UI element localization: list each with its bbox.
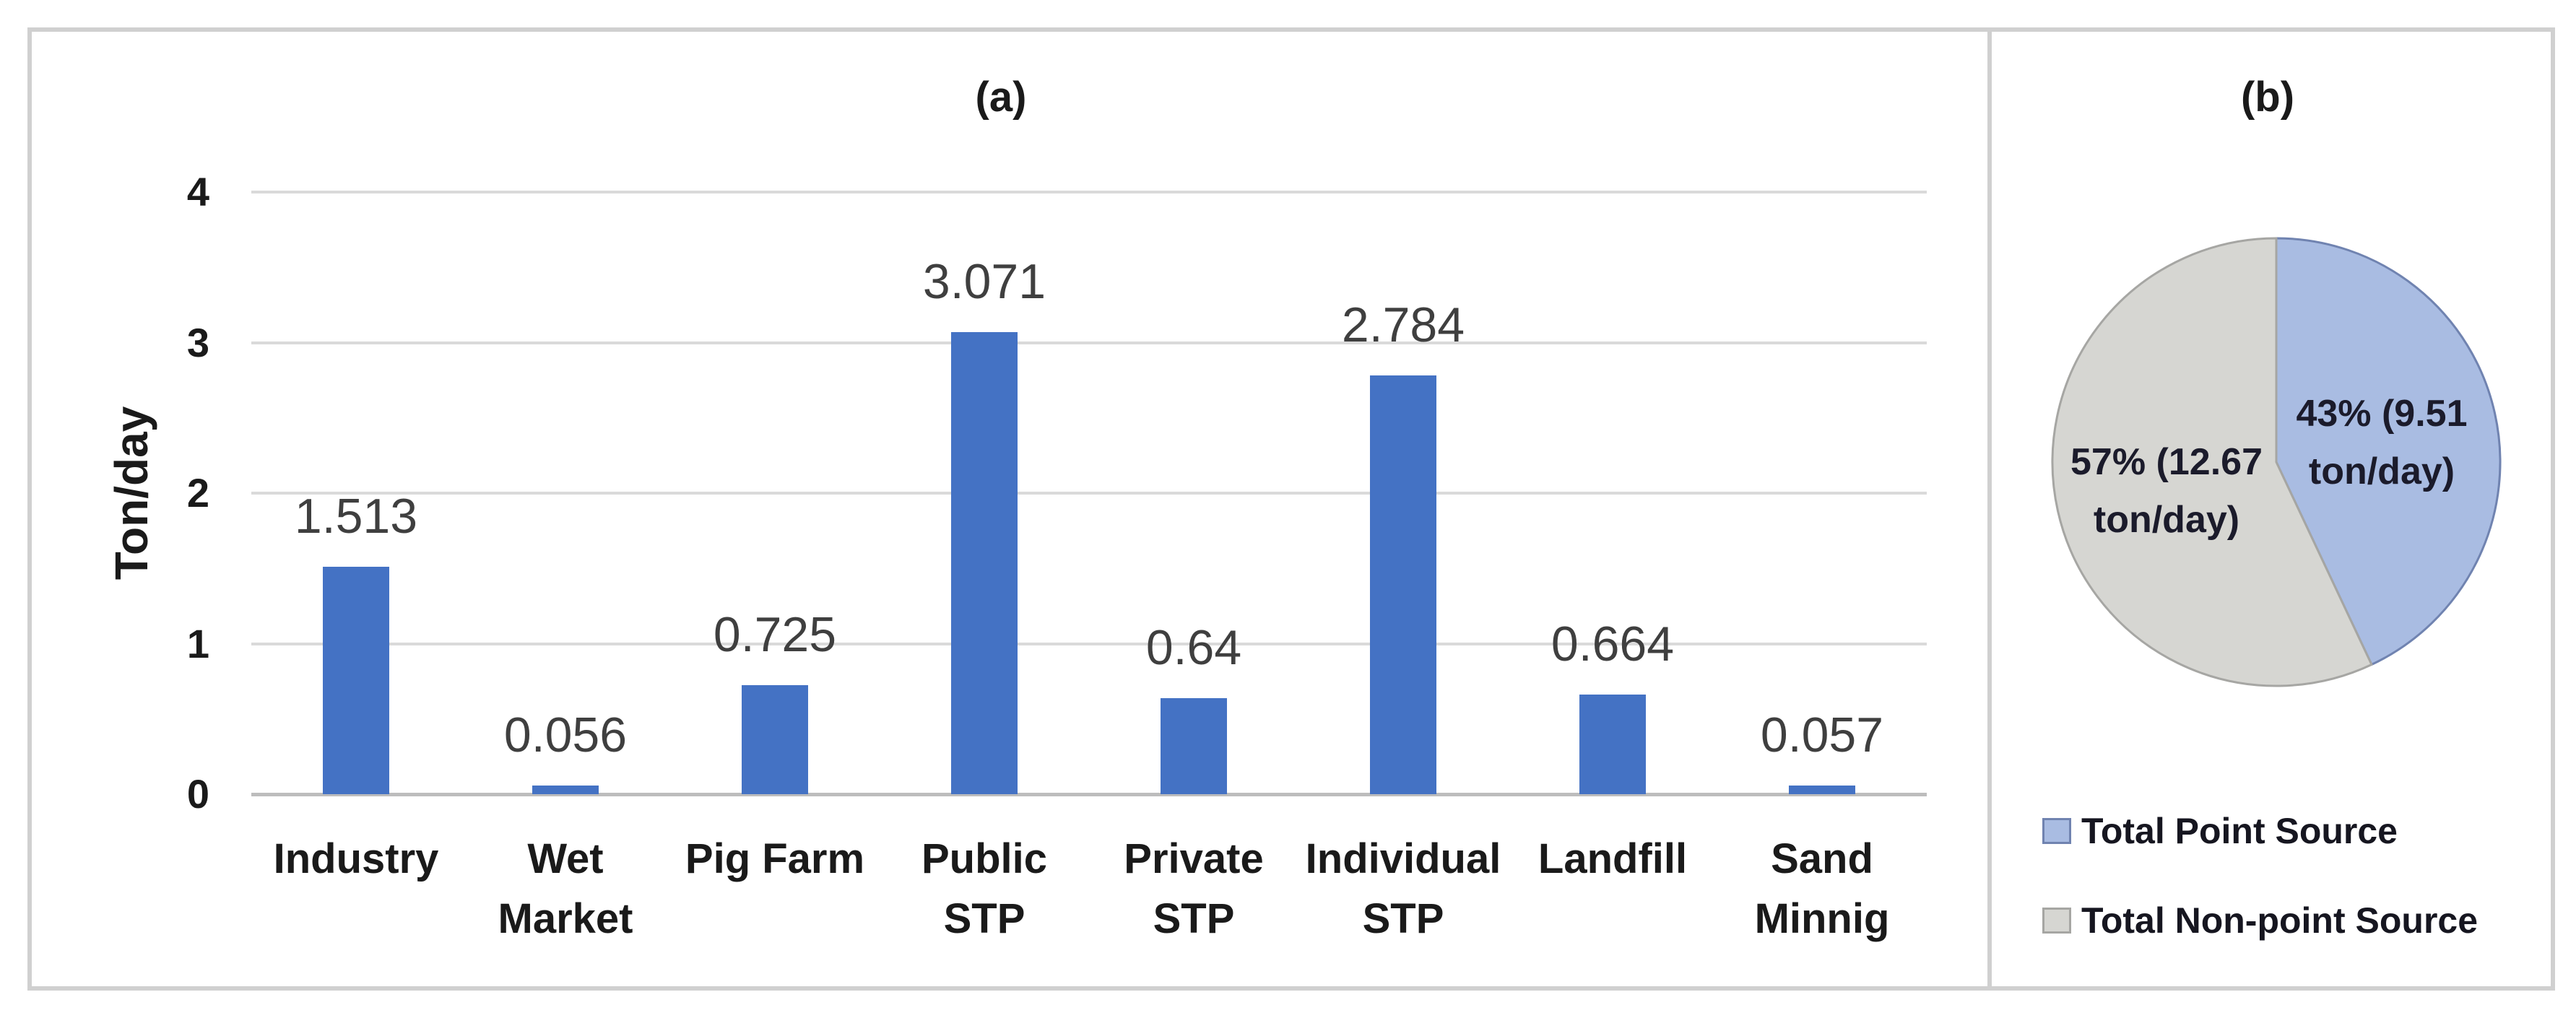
category-label-line: Pig Farm — [685, 835, 865, 882]
category-label-pig-farm: Pig Farm — [670, 829, 880, 889]
value-label-pig-farm: 0.725 — [713, 606, 837, 662]
pie-label-total-non-point-source: 57% (12.67 ton/day) — [1950, 433, 2383, 549]
pie-slice-total-non-point-source — [2051, 237, 2373, 687]
y-tick-1: 1 — [186, 620, 209, 666]
value-label-wet-market: 0.056 — [503, 708, 628, 763]
category-label-line: Landfill — [1538, 835, 1688, 882]
bar-sand-minnig — [1789, 786, 1855, 794]
bar-individual-stp — [1370, 375, 1436, 794]
y-tick-3: 3 — [186, 319, 209, 365]
bar-industry — [323, 566, 389, 794]
pie-label-total-point-source: 43% (9.51 ton/day) — [2165, 385, 2576, 500]
category-label-line: Market — [498, 895, 633, 942]
value-label-industry: 1.513 — [294, 488, 418, 544]
panel-b-title: (b) — [2240, 74, 2295, 121]
pie-label-line: ton/day) — [2093, 499, 2240, 541]
y-tick-2: 2 — [186, 470, 209, 515]
pie-slice-total-point-source — [2275, 237, 2502, 666]
bar-landfill — [1579, 694, 1646, 794]
category-label-line: STP — [1362, 895, 1444, 942]
category-label-wet-market: Wet Market — [461, 829, 670, 949]
bar-wet-market — [532, 786, 599, 794]
category-label-landfill: Landfill — [1508, 829, 1717, 889]
category-label-line: Private — [1124, 835, 1264, 882]
pie-label-line: 43% (9.51 — [2296, 393, 2468, 435]
pie-label-line: 57% (12.67 — [2070, 441, 2263, 483]
y-tick-0: 0 — [186, 771, 209, 817]
category-label-line: Public — [921, 835, 1048, 882]
bar-public-stp — [951, 331, 1018, 794]
value-label-individual-stp: 2.784 — [1341, 297, 1465, 352]
category-label-sand-minnig: Sand Minnig — [1717, 829, 1927, 949]
category-label-individual-stp: Individual STP — [1298, 829, 1508, 949]
gridline-y-4 — [251, 191, 1927, 193]
category-label-industry: Industry — [251, 829, 461, 889]
gridline-y-2 — [251, 492, 1927, 495]
category-label-line: STP — [943, 895, 1025, 942]
legend-swatch-icon — [2042, 818, 2071, 844]
category-label-line: Industry — [273, 835, 439, 882]
legend-label: Total Non-point Source — [2081, 900, 2479, 941]
category-label-line: STP — [1153, 895, 1235, 942]
category-label-line: Sand — [1771, 835, 1873, 882]
pie-chart — [2051, 237, 2502, 687]
legend-label: Total Point Source — [2081, 811, 2398, 851]
category-label-private-stp: Private STP — [1089, 829, 1298, 949]
category-label-line: Minnig — [1754, 895, 1890, 942]
panel-divider — [1987, 27, 1992, 991]
bar-private-stp — [1161, 697, 1227, 794]
legend-swatch-icon — [2042, 908, 2071, 934]
panel-a-title: (a) — [975, 74, 1027, 121]
value-label-private-stp: 0.64 — [1145, 619, 1242, 675]
legend-item-total-non-point-source: Total Non-point Source — [2042, 900, 2479, 941]
gridline-y-3 — [251, 341, 1927, 344]
category-label-public-stp: Public STP — [880, 829, 1089, 949]
x-axis-line — [251, 793, 1927, 796]
category-label-line: Individual — [1305, 835, 1501, 882]
value-label-sand-minnig: 0.057 — [1760, 708, 1884, 763]
value-label-landfill: 0.664 — [1551, 616, 1675, 671]
value-label-public-stp: 3.071 — [922, 253, 1046, 309]
y-tick-4: 4 — [186, 169, 209, 214]
category-label-line: Wet — [527, 835, 604, 882]
gridline-y-1 — [251, 642, 1927, 645]
pie-label-line: ton/day) — [2308, 451, 2455, 492]
bar-pig-farm — [742, 684, 808, 794]
legend-item-total-point-source: Total Point Source — [2042, 811, 2398, 851]
